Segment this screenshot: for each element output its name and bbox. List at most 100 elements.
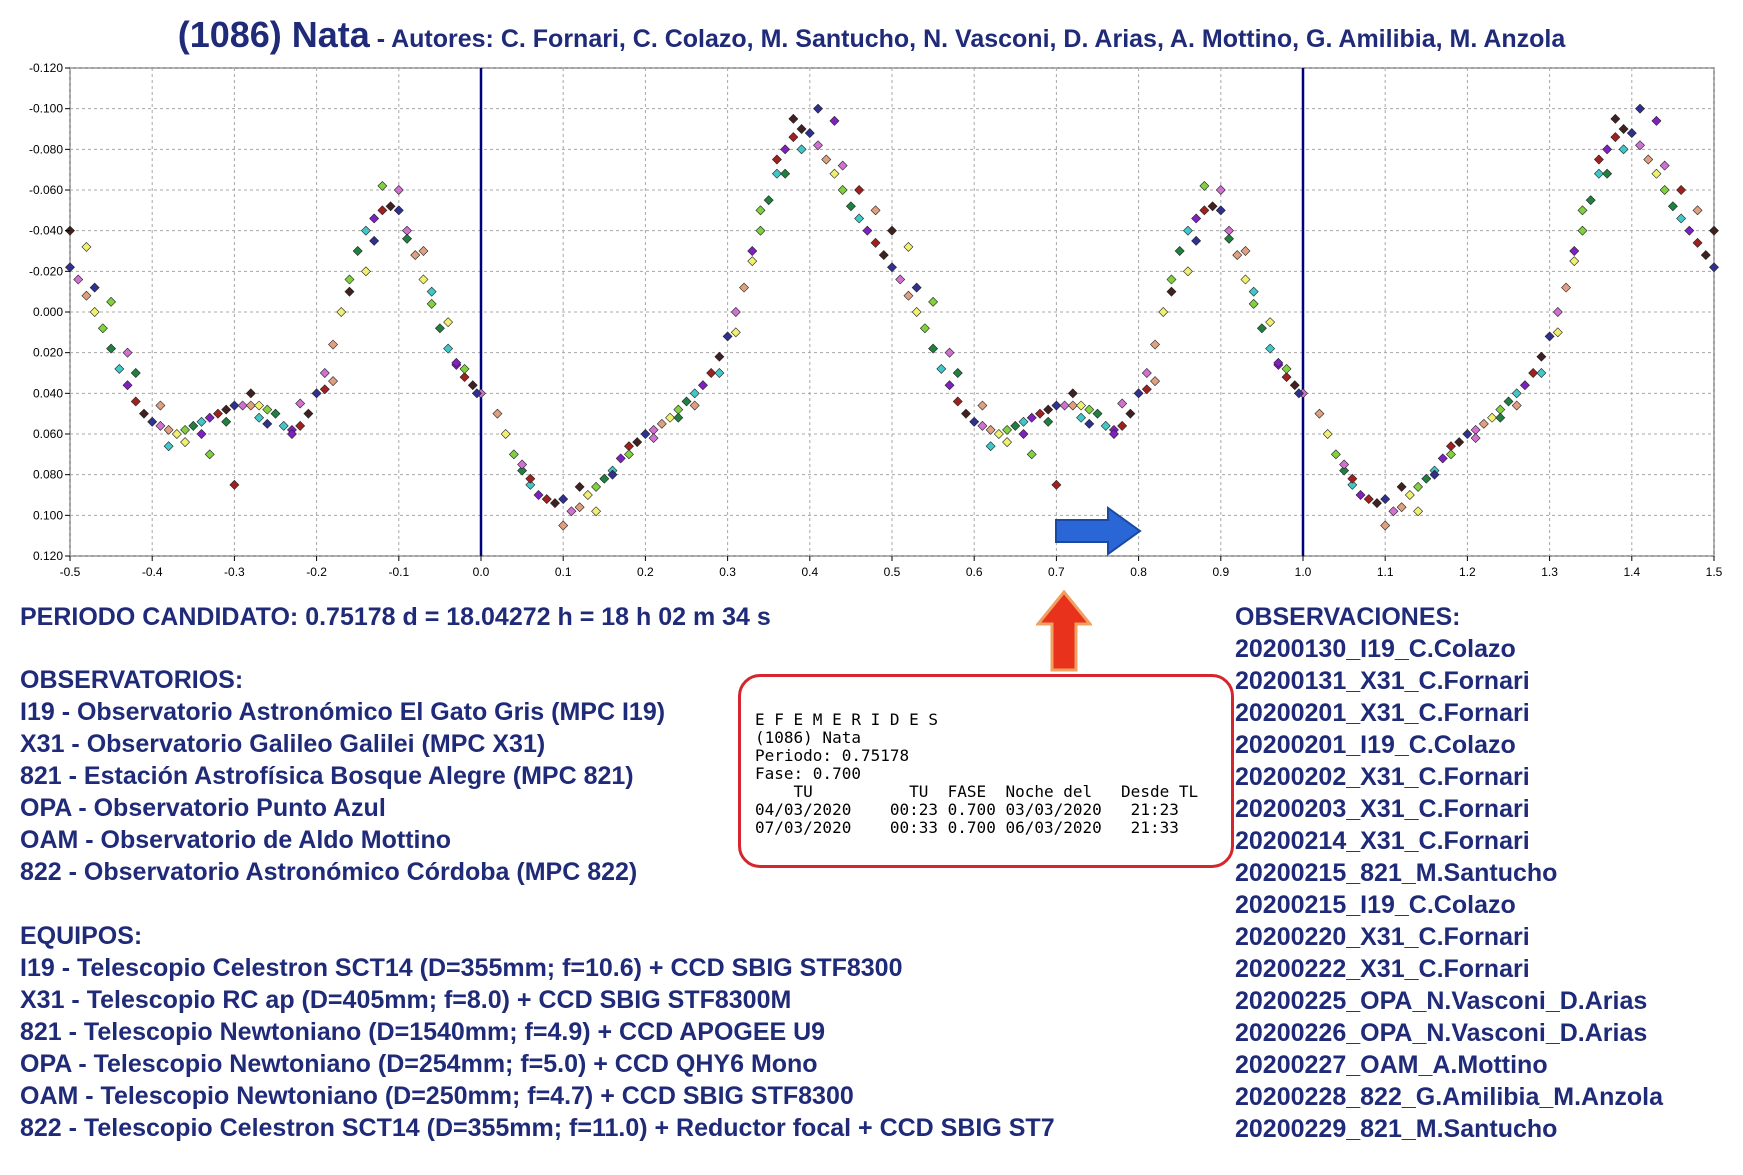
data-point — [163, 424, 174, 435]
data-point — [402, 233, 412, 244]
data-point — [1610, 132, 1621, 143]
data-point — [574, 481, 585, 492]
data-point — [1026, 449, 1037, 460]
data-point — [319, 384, 330, 395]
data-point — [862, 225, 873, 236]
x-tick-label: 1.2 — [1459, 565, 1476, 579]
data-point — [837, 185, 848, 195]
data-point — [550, 498, 560, 509]
list-item: 20200220_X31_C.Fornari — [1235, 923, 1530, 951]
data-point — [878, 250, 889, 261]
data-point — [492, 408, 503, 419]
list-item: 20200131_X31_C.Fornari — [1235, 667, 1530, 695]
data-point — [977, 400, 988, 411]
data-point — [229, 400, 240, 411]
data-point — [1150, 376, 1160, 387]
data-point — [566, 506, 577, 517]
data-point — [730, 327, 741, 338]
data-point — [221, 416, 232, 427]
data-point — [1651, 115, 1662, 126]
data-point — [1133, 388, 1144, 399]
data-point — [1347, 479, 1358, 490]
data-point — [854, 185, 865, 195]
x-tick-label: -0.4 — [142, 565, 163, 579]
data-point — [714, 351, 725, 362]
data-point — [1396, 502, 1407, 513]
observatorios-section: OBSERVATORIOS: I19 - Observatorio Astron… — [20, 664, 665, 888]
data-point — [1207, 201, 1218, 212]
data-point — [336, 307, 347, 317]
data-point — [1577, 225, 1588, 236]
data-point — [122, 347, 133, 358]
data-point — [1051, 479, 1062, 490]
data-point — [944, 347, 955, 358]
data-point — [1100, 420, 1111, 431]
data-point — [837, 160, 848, 171]
object-name: (1086) Nata — [177, 14, 370, 55]
data-point — [221, 404, 232, 415]
data-point — [1552, 307, 1563, 317]
data-point — [328, 376, 338, 387]
data-point — [360, 225, 371, 236]
data-point — [295, 420, 306, 431]
data-point — [714, 368, 725, 378]
data-point — [755, 205, 766, 216]
list-item: X31 - Telescopio RC ap (D=405mm; f=8.0) … — [20, 986, 792, 1014]
data-point — [1018, 429, 1029, 439]
data-point — [1339, 465, 1350, 476]
data-point — [402, 225, 412, 236]
data-point — [624, 449, 634, 460]
data-point — [171, 429, 182, 439]
data-point — [1676, 213, 1687, 224]
data-point — [591, 506, 602, 517]
data-point — [1478, 418, 1489, 429]
data-point — [1429, 469, 1440, 480]
data-point — [459, 372, 470, 383]
data-point — [1051, 400, 1062, 411]
y-tick-label: -0.120 — [29, 61, 63, 75]
data-point — [410, 250, 421, 261]
y-tick-label: -0.100 — [29, 102, 63, 116]
x-tick-label: 0.6 — [966, 565, 983, 579]
data-point — [352, 246, 363, 256]
list-item: 20200214_X31_C.Fornari — [1235, 827, 1530, 855]
data-point — [640, 429, 651, 439]
y-tick-label: -0.080 — [29, 142, 63, 156]
data-point — [607, 469, 618, 480]
data-point — [911, 282, 922, 293]
data-point — [895, 274, 906, 285]
data-point — [1182, 225, 1193, 236]
data-point — [747, 246, 758, 256]
data-point — [788, 113, 799, 124]
data-point — [360, 266, 371, 277]
data-point — [377, 180, 388, 191]
efemerides-heading: E F E M E R I D E S — [755, 710, 939, 729]
data-point — [89, 282, 100, 293]
list-item: 20200229_821_M.Santucho — [1235, 1115, 1558, 1143]
x-tick-label: 0.2 — [637, 565, 654, 579]
data-point — [106, 343, 117, 354]
phase-boundaries — [479, 68, 1305, 556]
x-tick-label: -0.5 — [60, 565, 81, 579]
data-point — [81, 241, 92, 252]
data-point — [1585, 195, 1596, 206]
data-point — [1240, 274, 1251, 285]
data-point — [845, 201, 856, 212]
data-point — [985, 424, 996, 435]
data-point — [1413, 481, 1424, 492]
data-point — [443, 317, 454, 328]
data-point — [1643, 154, 1654, 165]
data-point — [1651, 168, 1662, 179]
candidate-period: PERIODO CANDIDATO: 0.75178 d = 18.04272 … — [20, 603, 771, 631]
data-point — [1495, 404, 1506, 415]
data-point — [730, 307, 741, 317]
data-point — [1569, 246, 1580, 256]
data-point — [65, 262, 75, 273]
data-point — [1700, 250, 1711, 261]
data-point — [1380, 520, 1391, 531]
data-point — [985, 441, 996, 452]
data-point — [1293, 388, 1304, 399]
data-point — [1067, 400, 1078, 411]
data-point — [155, 420, 166, 431]
data-point — [665, 412, 676, 423]
